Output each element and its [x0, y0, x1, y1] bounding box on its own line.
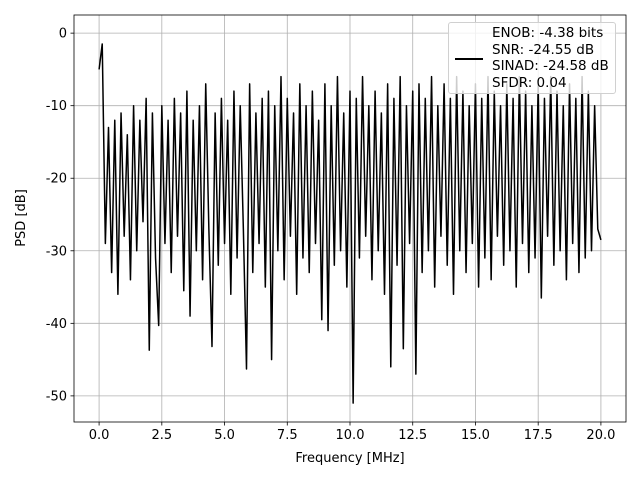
data-line — [98, 43, 602, 404]
x-tick-label: 10.0 — [336, 428, 365, 443]
x-tick-label: 17.5 — [524, 428, 553, 443]
legend-label: ENOB: -4.38 bits SNR: -24.55 dB SINAD: -… — [492, 25, 609, 91]
x-tick-label: 12.5 — [398, 428, 427, 443]
y-tick-label: -20 — [46, 172, 67, 187]
axes-frame — [73, 14, 627, 423]
y-tick-label: -30 — [46, 244, 67, 259]
legend-swatch — [455, 58, 483, 60]
y-tick-label: -10 — [46, 99, 67, 114]
x-tick-label: 2.5 — [151, 428, 172, 443]
legend: ENOB: -4.38 bits SNR: -24.55 dB SINAD: -… — [448, 22, 616, 94]
y-tick-label: -50 — [46, 389, 67, 404]
x-axis-label: Frequency [MHz] — [295, 451, 404, 466]
y-axis-label: PSD [dB] — [14, 189, 29, 247]
y-tick-label: 0 — [59, 27, 67, 42]
x-tick-label: 15.0 — [461, 428, 490, 443]
x-tick-label: 20.0 — [586, 428, 615, 443]
x-tick-label: 0.0 — [89, 428, 110, 443]
x-tick-label: 7.5 — [277, 428, 298, 443]
y-tick-label: -40 — [46, 317, 67, 332]
x-tick-label: 5.0 — [214, 428, 235, 443]
